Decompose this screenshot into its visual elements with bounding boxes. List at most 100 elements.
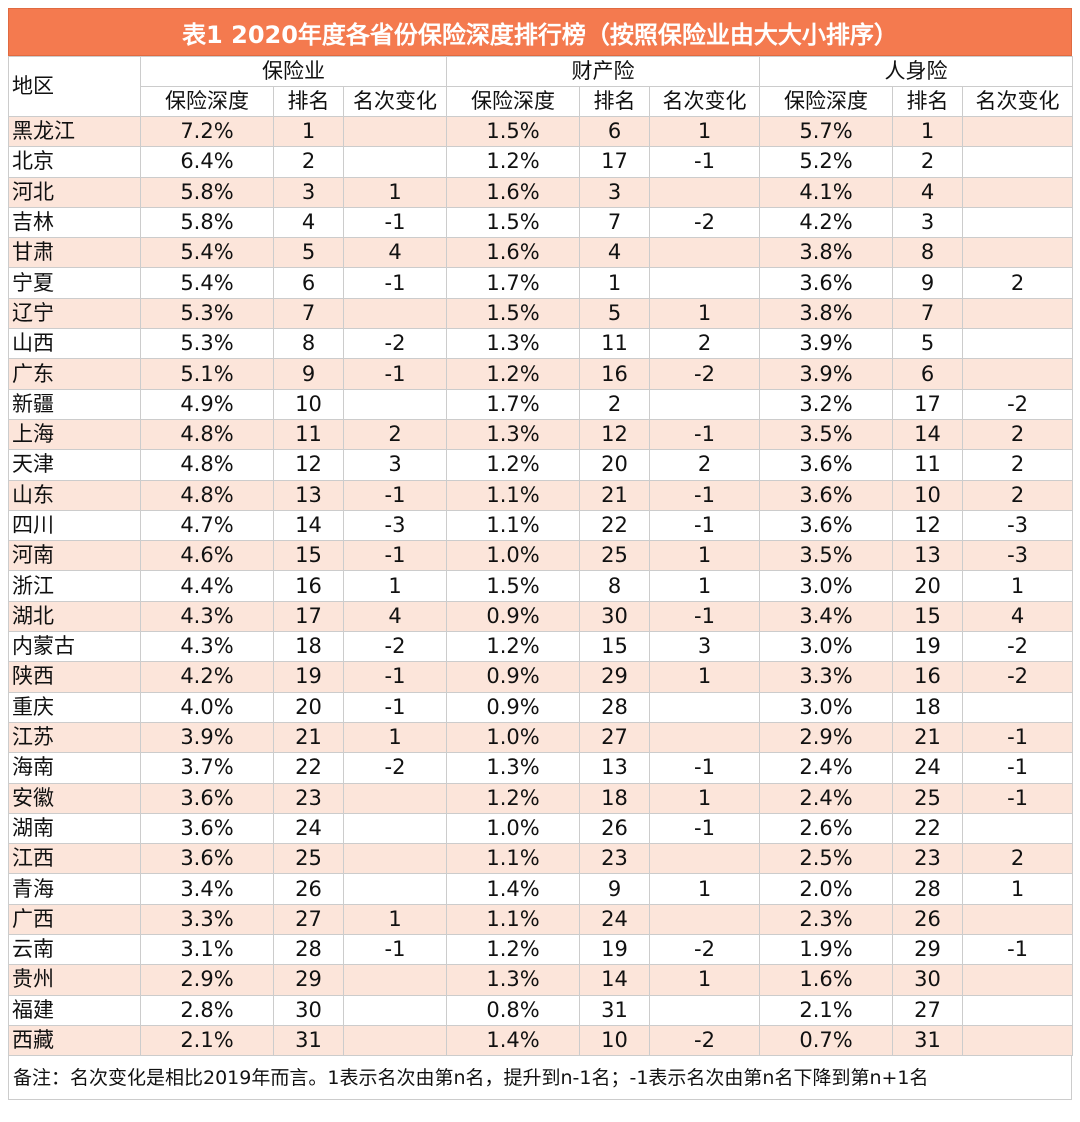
value-cell: 3.6% (759, 267, 894, 299)
value-cell (342, 388, 448, 420)
header-sub: 排名 (579, 86, 651, 117)
region-cell: 海南 (8, 752, 141, 784)
value-cell: -1 (342, 358, 448, 390)
value-cell (962, 1024, 1074, 1057)
value-cell: -2 (649, 934, 761, 966)
value-cell: 18 (579, 782, 651, 814)
value-cell: 2.5% (759, 843, 894, 875)
value-cell: -1 (342, 661, 448, 693)
value-cell (962, 903, 1074, 936)
value-cell (649, 903, 761, 936)
value-cell (342, 843, 448, 875)
header-sub: 名次变化 (342, 86, 448, 117)
value-cell (962, 297, 1074, 330)
table-row: 青海 3.4% 26 1.4% 9 1 2.0% 28 1 (8, 873, 1074, 905)
value-cell: 24 (892, 752, 964, 784)
value-cell: 3.3% (759, 661, 894, 693)
value-cell: 4 (579, 237, 651, 269)
value-cell: 3 (892, 206, 964, 239)
header-group-insurance: 保险业 (139, 56, 448, 87)
value-cell: 10 (892, 479, 964, 511)
value-cell: 1 (342, 570, 448, 602)
region-cell: 湖北 (8, 600, 141, 633)
value-cell: 5.4% (140, 237, 274, 269)
value-cell: 2.4% (759, 752, 894, 784)
value-cell: 1.5% (446, 206, 581, 239)
value-cell: 12 (892, 509, 964, 542)
value-cell: 6 (273, 267, 344, 299)
value-cell: -1 (649, 146, 761, 178)
region-cell: 福建 (8, 994, 141, 1026)
value-cell: -2 (342, 328, 448, 360)
value-cell: 4.3% (140, 600, 274, 633)
value-cell: 12 (273, 449, 344, 481)
value-cell: 1.3% (446, 418, 581, 451)
value-cell: 28 (579, 691, 651, 723)
value-cell (962, 812, 1074, 845)
table-row: 宁夏 5.4% 6 -1 1.7% 1 3.6% 9 2 (8, 267, 1074, 299)
table-row: 安徽 3.6% 23 1.2% 18 1 2.4% 25 -1 (8, 782, 1074, 814)
value-cell: 2 (962, 418, 1074, 451)
value-cell: 1.4% (446, 873, 581, 905)
value-cell: 1.7% (446, 267, 581, 299)
value-cell: 21 (579, 479, 651, 511)
value-cell: 23 (273, 782, 344, 814)
region-cell: 江苏 (8, 721, 141, 754)
region-cell: 陕西 (8, 661, 141, 693)
value-cell: 4.8% (140, 418, 274, 451)
value-cell: 22 (579, 509, 651, 542)
value-cell: 1.2% (446, 631, 581, 663)
value-cell: 1.3% (446, 328, 581, 360)
value-cell: 3.0% (759, 691, 894, 723)
value-cell (342, 873, 448, 905)
value-cell: 4.3% (140, 631, 274, 663)
value-cell: 4 (892, 176, 964, 208)
value-cell (962, 994, 1074, 1026)
value-cell: 29 (579, 661, 651, 693)
table-row: 河北 5.8% 3 1 1.6% 3 4.1% 4 (8, 176, 1074, 208)
value-cell: 3.9% (759, 358, 894, 390)
value-cell: 7 (273, 297, 344, 330)
value-cell: 16 (273, 570, 344, 602)
value-cell: 3.8% (759, 297, 894, 330)
value-cell: -1 (649, 812, 761, 845)
value-cell: -1 (342, 691, 448, 723)
header-group-life: 人身险 (759, 56, 1074, 87)
header-sub: 名次变化 (649, 86, 761, 117)
value-cell: 23 (892, 843, 964, 875)
value-cell (962, 206, 1074, 239)
value-cell: 8 (273, 328, 344, 360)
value-cell (962, 328, 1074, 360)
region-cell: 青海 (8, 873, 141, 905)
table-row: 北京 6.4% 2 1.2% 17 -1 5.2% 2 (8, 146, 1074, 178)
table-row: 甘肃 5.4% 5 4 1.6% 4 3.8% 8 (8, 237, 1074, 269)
value-cell: 4.1% (759, 176, 894, 208)
value-cell: 0.9% (446, 661, 581, 693)
value-cell: 3.4% (140, 873, 274, 905)
region-cell: 贵州 (8, 964, 141, 996)
value-cell: 16 (579, 358, 651, 390)
table-row: 陕西 4.2% 19 -1 0.9% 29 1 3.3% 16 -2 (8, 661, 1074, 693)
region-cell: 河南 (8, 540, 141, 572)
value-cell: -3 (962, 509, 1074, 542)
value-cell: 27 (579, 721, 651, 754)
value-cell: 4 (962, 600, 1074, 633)
value-cell: 3.0% (759, 631, 894, 663)
value-cell: 5 (892, 328, 964, 360)
value-cell (962, 115, 1074, 148)
value-cell (649, 721, 761, 754)
value-cell: 1.2% (446, 146, 581, 178)
value-cell: -1 (962, 721, 1074, 754)
value-cell (649, 176, 761, 208)
header-sub: 名次变化 (962, 86, 1074, 117)
value-cell: 1.6% (446, 237, 581, 269)
value-cell: 6 (892, 358, 964, 390)
value-cell: 1 (649, 115, 761, 148)
value-cell: -1 (342, 267, 448, 299)
ranking-table: 地区 保险业 财产险 人身险 保险深度 排名 名次变化 保险深度 排名 名次变化… (8, 56, 1074, 1057)
value-cell: 5.1% (140, 358, 274, 390)
value-cell: 1.3% (446, 964, 581, 996)
value-cell: -1 (342, 206, 448, 239)
value-cell (649, 691, 761, 723)
value-cell: 23 (579, 843, 651, 875)
